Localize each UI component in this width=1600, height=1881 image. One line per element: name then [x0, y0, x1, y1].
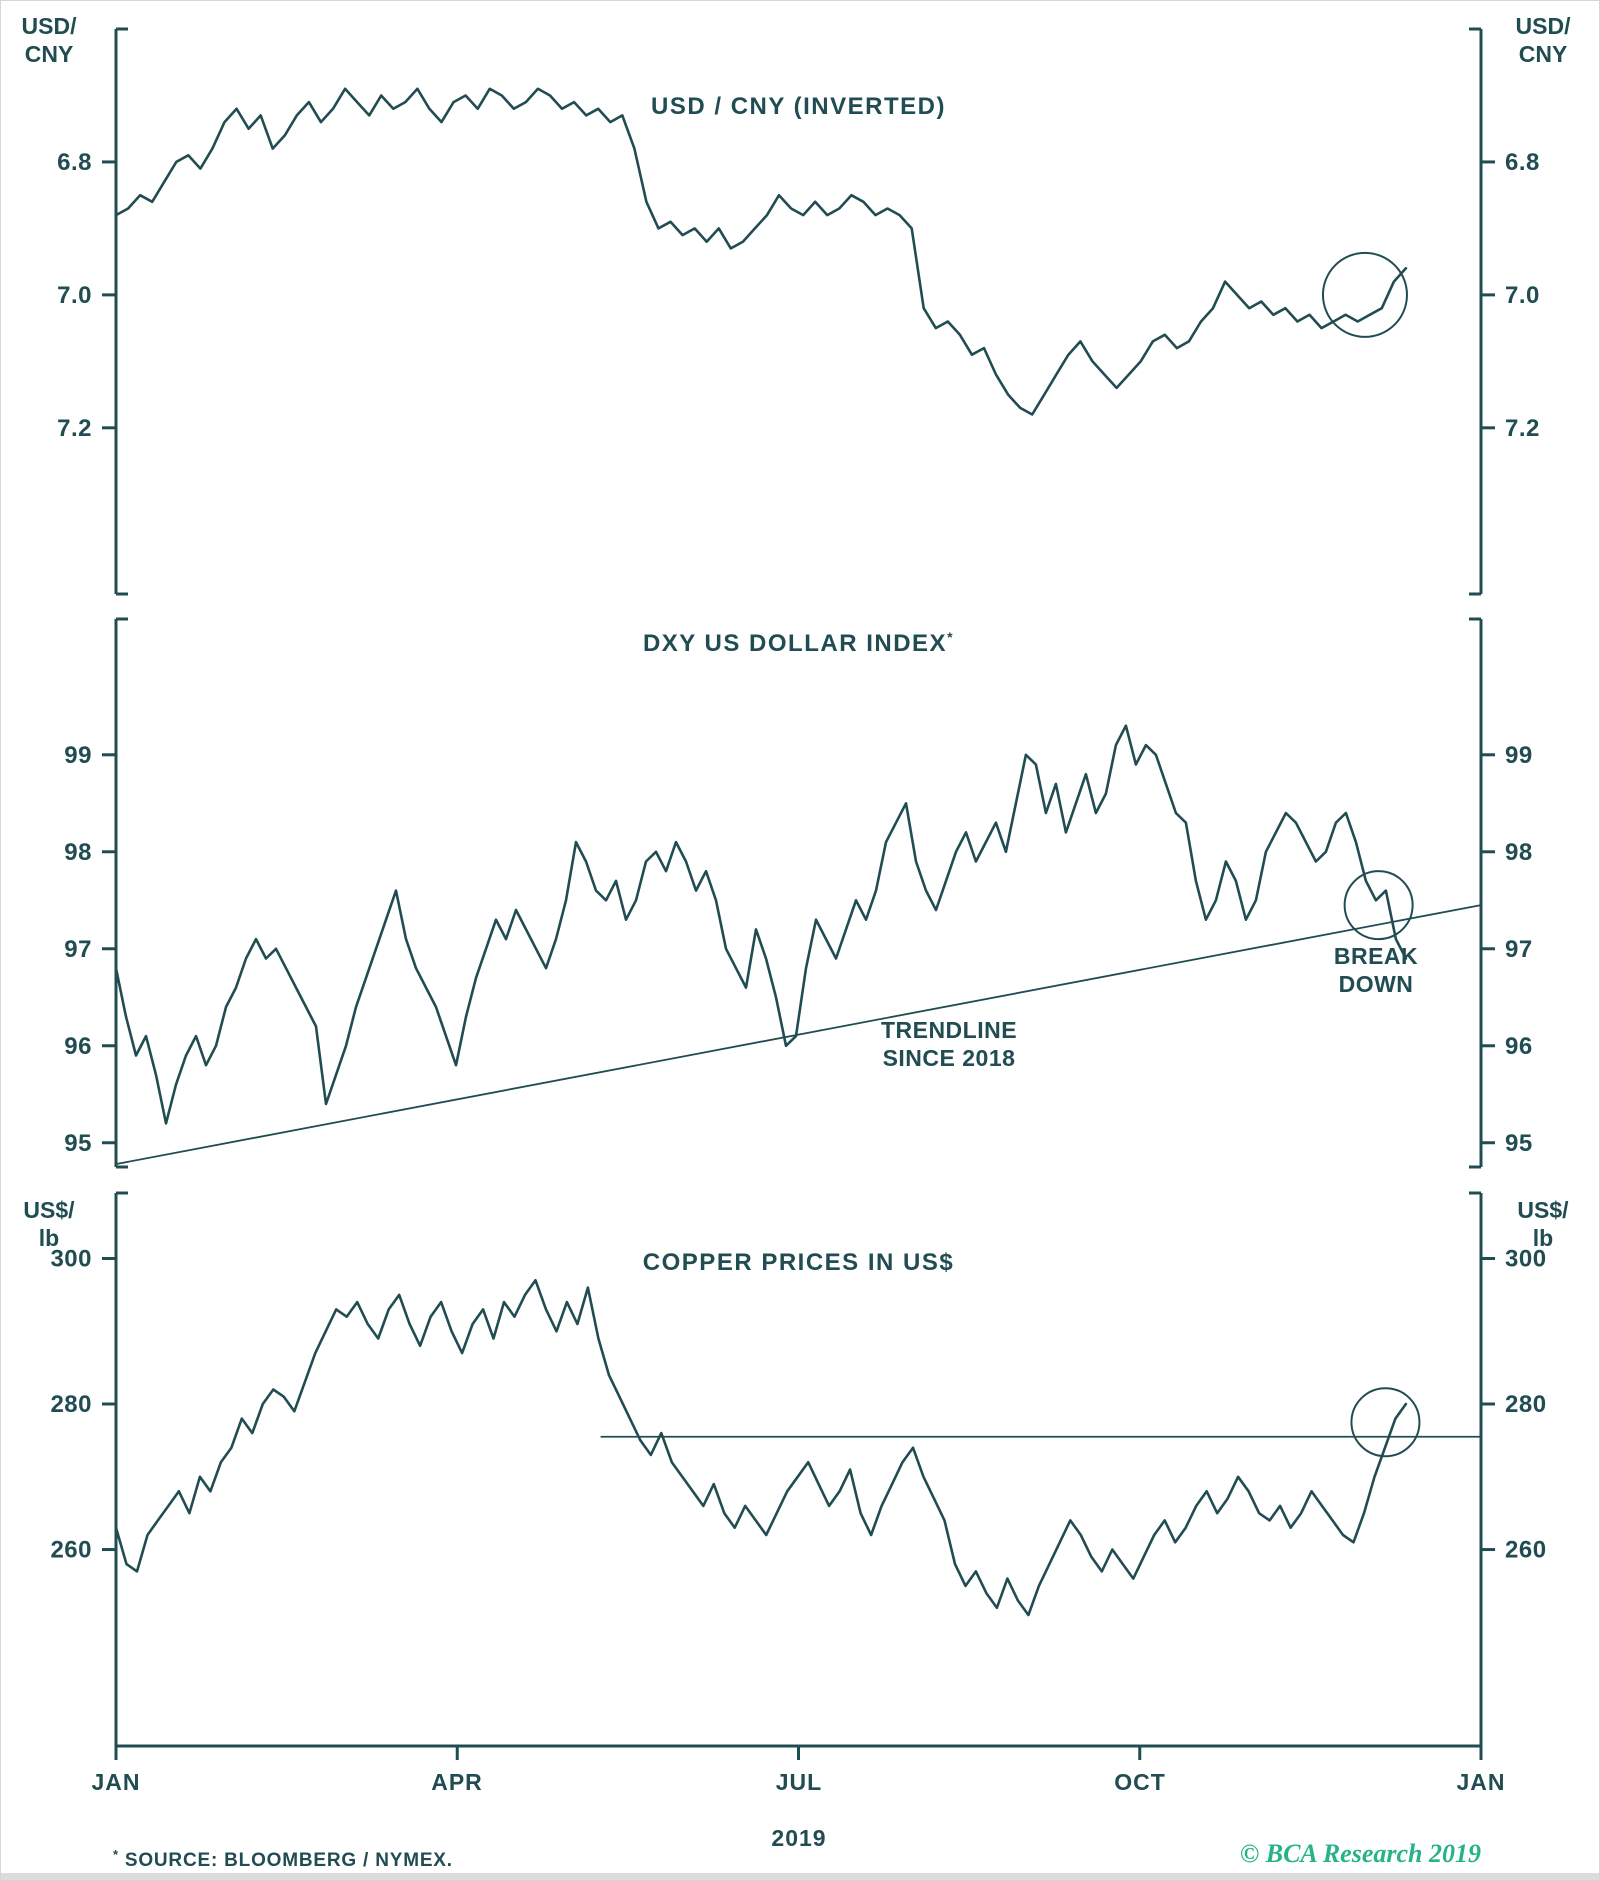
y-axis-unit-left-copper: US$/ lb — [5, 1197, 93, 1252]
y-axis-unit-right-copper: US$/ lb — [1499, 1197, 1587, 1252]
y-tick-label: 97 — [1505, 936, 1533, 963]
footnote-marker: * — [113, 1847, 119, 1862]
y-tick-label: 300 — [50, 1245, 92, 1272]
highlight-circle — [1321, 251, 1408, 338]
annotation-line: BREAK — [1333, 943, 1419, 969]
y-tick-label: 280 — [1505, 1391, 1547, 1418]
panel-title-dxy: DXY US DOLLAR INDEX* — [116, 629, 1481, 658]
y-tick-label: 96 — [1505, 1033, 1533, 1060]
y-tick-label: 95 — [64, 1130, 92, 1157]
annotation-line: DOWN — [1338, 970, 1414, 997]
series-usd-cny — [114, 87, 1408, 416]
panel-title-copper: COPPER PRICES IN US$ — [642, 1249, 955, 1276]
series-dxy-us-dollar-index — [114, 724, 1408, 1125]
footnote-marker: * — [947, 629, 955, 645]
x-tick-label-jan2: JAN — [1456, 1769, 1506, 1795]
y-tick-label: 98 — [1505, 839, 1533, 866]
unit-line: CNY — [1518, 40, 1568, 67]
x-axis-year-label: 2019 — [771, 1825, 827, 1851]
unit-line: US$/ — [23, 1197, 75, 1223]
y-tick-label: 260 — [1505, 1537, 1547, 1564]
footnote-text: SOURCE: BLOOMBERG / NYMEX. — [124, 1850, 453, 1872]
y-tick-label: 7.2 — [57, 415, 92, 442]
y-tick-label: 99 — [64, 742, 92, 769]
y-axis-unit-left-usdcny: USD/ CNY — [5, 13, 93, 68]
y-tick-label: 97 — [64, 936, 92, 963]
unit-line: US$/ — [1517, 1197, 1569, 1223]
x-tick-label-jan: JAN — [91, 1769, 141, 1795]
x-tick-label-oct: OCT — [1114, 1769, 1166, 1795]
y-tick-label: 7.0 — [1505, 282, 1540, 309]
y-axis-unit-right-usdcny: USD/ CNY — [1499, 13, 1587, 68]
unit-line: USD/ — [1515, 13, 1571, 39]
y-tick-label: 7.0 — [57, 282, 92, 309]
trendline-annotation: TRENDLINE SINCE 2018 — [799, 1017, 1099, 1072]
annotation-line: SINCE 2018 — [882, 1044, 1016, 1071]
y-tick-label: 6.8 — [1505, 149, 1540, 176]
y-tick-label: 7.2 — [1505, 415, 1540, 442]
brand-copyright: © BCA Research 2019 — [1239, 1839, 1481, 1868]
y-tick-label: 99 — [1505, 742, 1533, 769]
y-tick-label: 6.8 — [57, 149, 92, 176]
unit-line: CNY — [24, 40, 74, 67]
y-tick-label: 260 — [50, 1537, 92, 1564]
source-footnote: * SOURCE: BLOOMBERG / NYMEX. — [113, 1847, 453, 1872]
panel-title-usdcny: USD / CNY (INVERTED) — [651, 93, 946, 120]
y-tick-label: 96 — [64, 1033, 92, 1060]
y-tick-label: 95 — [1505, 1130, 1533, 1157]
unit-line: lb — [38, 1224, 60, 1251]
x-tick-label-apr: APR — [431, 1769, 483, 1795]
trendline — [115, 904, 1482, 1165]
annotation-line: TRENDLINE — [880, 1017, 1018, 1043]
panel-title-text: DXY US DOLLAR INDEX — [642, 630, 948, 657]
scan-edge-bar — [1, 1873, 1599, 1880]
y-tick-label: 300 — [1505, 1245, 1547, 1272]
unit-line: lb — [1532, 1224, 1554, 1251]
highlight-circle — [1350, 1387, 1421, 1458]
y-tick-label: 98 — [64, 839, 92, 866]
y-tick-label: 280 — [50, 1391, 92, 1418]
breakdown-annotation: BREAK DOWN — [1291, 943, 1461, 998]
x-tick-label-jul: JUL — [775, 1769, 823, 1795]
unit-line: USD/ — [21, 13, 77, 39]
highlight-circle — [1343, 870, 1414, 941]
series-copper-price-us-cents-lb- — [114, 1279, 1408, 1617]
